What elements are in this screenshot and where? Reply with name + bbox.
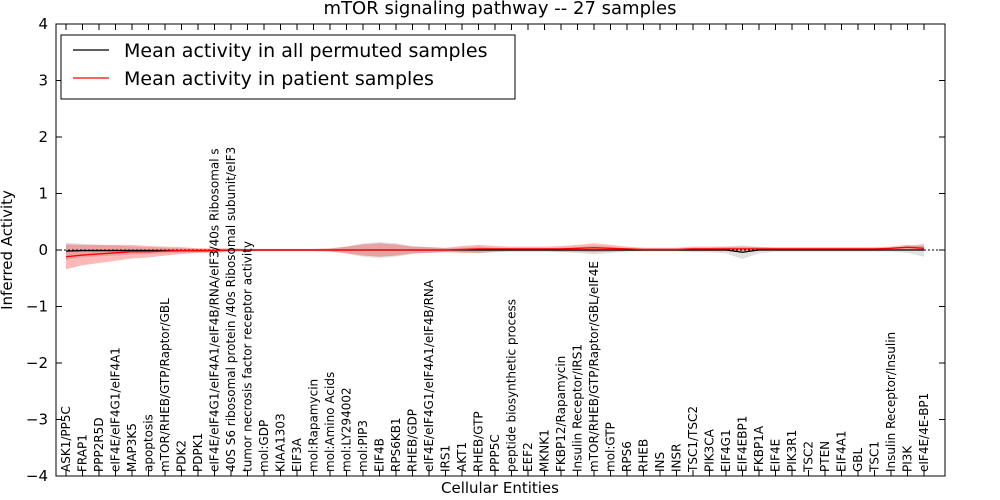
x-category-label: EIF4E [769,439,783,472]
x-category-label: ASK1/PP5C [59,406,73,472]
y-tick-label: −4 [26,467,48,485]
x-category-label: EIF3A [290,437,304,472]
x-category-label: Insulin Receptor/Insulin [884,332,898,472]
x-category-label: FRAP1 [76,434,90,472]
x-axis: ASK1/PP5C FRAP1 PPP2R5D eIF4E/eIF4G1/eIF4A1… [59,24,931,476]
x-category-label: RHEB [637,439,651,472]
x-category-label: MKNK1 [538,429,552,472]
y-tick-label: 0 [38,241,48,259]
x-category-label: MAP3K5 [125,423,139,472]
x-category-label: eIF4E/eIF4G1/eIF4A1 [109,347,123,472]
y-axis-title: Inferred Activity [0,190,16,310]
x-category-label: GBL [851,447,865,472]
x-category-label: mTOR/RHEB/GTP/Raptor/GBL [158,298,172,472]
y-tick-label: −1 [26,298,48,316]
x-category-label: TSC1 [868,441,882,473]
x-category-label: mol:GTP [604,422,618,472]
legend-box [60,34,516,100]
x-category-label: tumor necrosis factor receptor activity [241,241,255,472]
x-category-label: TSC1/TSC2 [686,406,700,473]
x-category-label: Insulin Receptor/IRS1 [571,344,585,472]
x-category-label: PDPK1 [191,433,205,472]
x-category-label: RHEB/GDP [406,409,420,472]
x-category-label: IRS1 [439,445,453,472]
x-category-label: eIF4E/eIF4G1/eIF4A1/eIF4B/RNA [422,279,436,472]
x-category-label: TSC2 [802,441,816,473]
x-category-label: KIAA1303 [274,413,288,472]
x-category-label: mTOR/RHEB/GTP/Raptor/GBL/eIF4E [587,261,601,472]
y-axis: −4 −3 −2 −1 0 1 2 3 4 [26,15,945,485]
x-category-label: RHEB/GTP [472,411,486,472]
x-category-label: EIF4B [373,438,387,472]
legend-label-permuted: Mean activity in all permuted samples [124,40,487,62]
x-category-label: mol:Amino Acids [323,372,337,472]
x-category-label: PDK2 [175,440,189,472]
x-category-label: apoptosis [142,414,156,472]
y-tick-label: 4 [38,15,48,33]
x-category-label: EEF2 [521,442,535,472]
x-category-label: eIF4E/4E-BP1 [917,393,931,472]
x-category-label: PIK3CA [703,428,717,472]
x-category-label: FKBP12/Rapamycin [554,356,568,472]
x-category-label: peptide biosynthetic process [505,299,519,472]
y-tick-label: 2 [38,128,48,146]
x-category-label: 40S S6 ribosomal protein /40s Ribosomal … [224,147,238,472]
x-category-label: EIF4EBP1 [736,416,750,472]
x-category-label: PIK3R1 [785,430,799,472]
x-category-label: EIF4G1 [719,429,733,472]
legend: Mean activity in all permuted samples Me… [60,34,516,100]
x-category-label: PPP2R5D [92,417,106,472]
y-tick-label: −2 [26,354,48,372]
x-category-label: FKBP1A [752,425,766,472]
y-tick-label: 3 [38,72,48,90]
x-category-label: EIF4A1 [835,430,849,472]
x-category-label: PI3K [901,445,915,472]
x-category-label: eIF4E/eIF4G1/eIF4A1/eIF4B/RNA/eIF3/40s R… [208,148,222,472]
x-category-label: mol:LY294002 [340,387,354,472]
x-category-label: AKT1 [455,442,469,472]
x-category-label: mol:Rapamycin [307,379,321,472]
y-tick-label: −3 [26,411,48,429]
x-category-label: mol:PIP3 [356,420,370,472]
y-tick-label: 1 [38,185,48,203]
chart-title: mTOR signaling pathway -- 27 samples [324,0,677,19]
series-lines [65,246,925,258]
error-band-series-0 [66,242,924,260]
x-category-label: RPS6KB1 [389,417,403,472]
x-category-label: mol:GDP [257,420,271,472]
x-category-label: PPP5C [488,434,502,472]
x-category-label: INSR [670,444,684,472]
x-axis-title: Cellular Entities [441,479,559,497]
x-category-label: RPS6 [620,441,634,472]
legend-label-patient: Mean activity in patient samples [124,68,434,90]
x-category-label: INS [653,452,667,472]
series-line-1 [65,246,925,258]
x-category-label: PTEN [818,441,832,472]
